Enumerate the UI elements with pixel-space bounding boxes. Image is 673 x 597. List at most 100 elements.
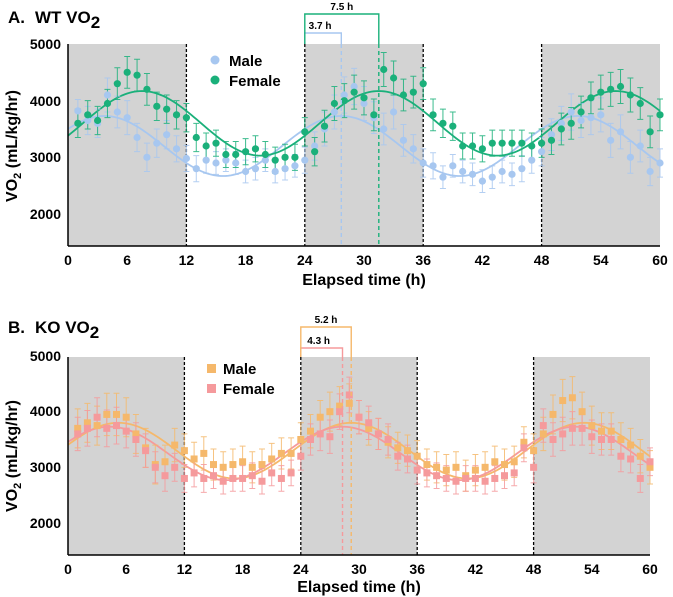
data-point-male	[182, 154, 190, 163]
x-tick-label: 48	[534, 252, 550, 268]
x-tick-label: 0	[64, 252, 72, 268]
y-tick-label: 5000	[30, 36, 61, 52]
data-point-female	[307, 436, 314, 443]
data-point-female	[336, 408, 344, 416]
y-axis-label-subscript: 2	[12, 483, 24, 489]
x-tick-label: 54	[584, 561, 600, 577]
data-point-male	[488, 173, 496, 181]
data-point-female	[491, 474, 499, 482]
x-tick-label: 36	[409, 561, 425, 577]
data-point-male	[510, 458, 518, 466]
data-point-female	[380, 65, 388, 74]
data-point-female	[268, 469, 276, 477]
data-point-female	[433, 472, 441, 480]
data-point-male	[229, 461, 237, 469]
x-axis-label: Elapsed time (h)	[302, 272, 426, 289]
data-point-male	[271, 167, 279, 176]
data-point-male	[336, 402, 344, 410]
data-point-male	[568, 394, 576, 402]
y-tick-label: 3000	[30, 459, 61, 475]
data-point-female	[528, 142, 536, 150]
data-point-male	[103, 410, 111, 418]
data-point-female	[547, 136, 556, 144]
x-tick-label: 54	[593, 252, 609, 268]
data-point-male	[539, 430, 547, 438]
data-point-male	[103, 91, 112, 99]
data-point-female	[248, 472, 256, 480]
data-point-female	[488, 139, 496, 147]
data-point-female	[153, 102, 161, 110]
data-point-female	[508, 139, 516, 147]
data-point-male	[212, 159, 220, 167]
data-point-male	[394, 444, 402, 452]
legend-marker-female	[210, 75, 220, 85]
y-axis-label: VO2 (mL/kg/hr)	[4, 90, 24, 202]
y-axis-label-units: (mL/kg/hr)	[4, 90, 21, 173]
data-point-male	[287, 449, 295, 457]
data-point-female	[557, 125, 565, 133]
data-point-male	[251, 165, 260, 173]
data-point-female	[616, 82, 625, 91]
data-point-female	[84, 111, 92, 119]
data-point-female	[122, 427, 130, 435]
data-point-male	[617, 436, 625, 443]
legend: Male Female	[210, 53, 281, 90]
data-point-female	[597, 88, 605, 96]
data-point-female	[143, 85, 151, 93]
data-point-female	[370, 111, 378, 119]
peak-bracket-female	[300, 347, 344, 357]
data-point-female	[74, 119, 82, 127]
panel-a-title: A. WT VO2	[8, 8, 100, 32]
data-point-female	[568, 424, 576, 432]
data-point-female	[429, 111, 437, 119]
peak-label-female: 7.5 h	[330, 2, 353, 13]
data-point-female	[350, 88, 358, 96]
data-point-female	[481, 477, 489, 485]
x-tick-label: 6	[123, 252, 131, 268]
panel-b-title-main: KO VO	[35, 318, 90, 337]
data-point-male	[180, 447, 188, 455]
data-point-female	[471, 474, 479, 482]
x-tick-label: 30	[356, 252, 372, 268]
data-point-male	[340, 91, 348, 99]
peak-bracket-male	[300, 326, 352, 357]
data-point-male	[404, 447, 411, 455]
data-point-female	[277, 474, 285, 482]
data-point-male	[501, 461, 508, 469]
data-point-male	[190, 455, 198, 463]
data-point-male	[508, 170, 516, 178]
data-point-female	[607, 85, 615, 93]
y-axis-label-main: VO	[4, 489, 21, 512]
panel-a: A. WT VO2 3.7 h7.5 h 0 6 12 18 24 30 36 4…	[4, 2, 668, 289]
x-tick-label: 48	[526, 561, 542, 577]
data-point-female	[518, 139, 526, 147]
x-ticks: 0 6 12 18 24 30 36 42 48 54 60	[64, 561, 658, 577]
peak-annotation-layer: 4.3 h 5.2 h	[300, 315, 352, 555]
data-point-male	[172, 145, 181, 153]
data-point-female	[151, 463, 159, 471]
data-point-female	[567, 119, 575, 127]
data-point-female	[520, 444, 528, 452]
data-point-female	[399, 91, 408, 99]
data-point-male	[471, 466, 479, 474]
data-point-female	[656, 111, 664, 119]
data-point-female	[212, 139, 220, 147]
data-point-male	[84, 116, 92, 125]
data-point-female	[636, 99, 644, 108]
data-point-female	[113, 80, 121, 88]
data-point-male	[607, 136, 615, 144]
data-point-female	[258, 477, 266, 485]
data-point-male	[567, 108, 575, 116]
data-point-male	[122, 413, 130, 421]
data-point-female	[132, 436, 140, 443]
data-point-male	[413, 452, 421, 460]
legend: Male Female	[207, 361, 275, 398]
data-point-female	[413, 466, 421, 474]
y-tick-label: 2000	[30, 515, 61, 531]
data-point-female	[404, 455, 411, 463]
legend-label-male: Male	[223, 361, 256, 378]
data-point-male	[74, 424, 82, 432]
y-tick-label: 3000	[30, 149, 61, 165]
data-point-male	[577, 116, 585, 125]
y-tick-label: 2000	[30, 206, 61, 222]
